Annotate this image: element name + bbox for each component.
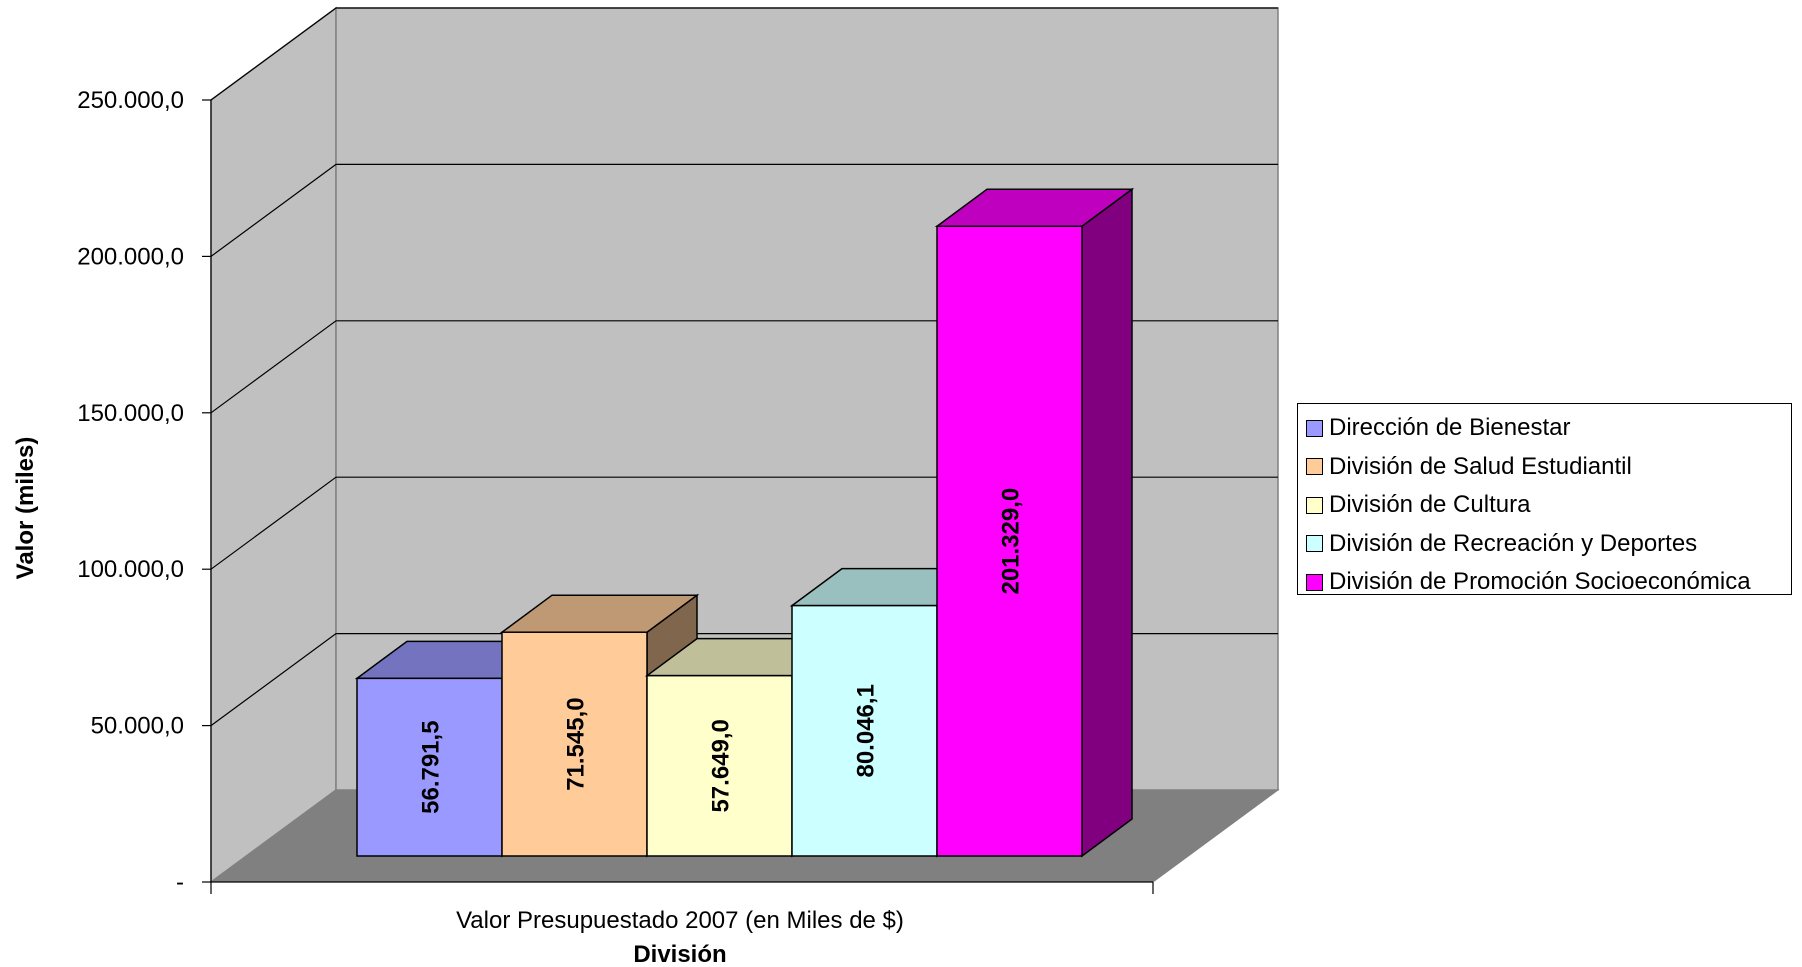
y-tick-label: 50.000,0: [91, 713, 184, 740]
legend-swatch: [1306, 573, 1323, 591]
legend-item: División de Cultura: [1306, 486, 1791, 525]
side-wall: [210, 6, 337, 884]
bar: 201.329,0: [934, 187, 1135, 858]
y-tick-label: 250.000,0: [77, 87, 184, 114]
y-tick-label: 150.000,0: [77, 400, 184, 427]
axes: [202, 99, 1154, 894]
legend-swatch: [1306, 419, 1323, 437]
legend-item: Dirección de Bienestar: [1306, 409, 1791, 448]
bar-front: [936, 225, 1083, 857]
y-tick-label: 200.000,0: [77, 243, 184, 270]
legend-label: División de Cultura: [1329, 491, 1531, 519]
bar-data-label: 201.329,0: [998, 488, 1025, 595]
bar-data-label: 80.046,1: [853, 684, 880, 777]
gridline: [210, 163, 1278, 257]
bar-front: [646, 674, 793, 857]
bar-front: [791, 604, 938, 857]
legend-swatch: [1306, 535, 1323, 553]
legend-label: Dirección de Bienestar: [1329, 414, 1571, 442]
bar-data-label: 57.649,0: [708, 719, 735, 812]
bar-side: [1081, 187, 1133, 858]
legend-item: División de Promoción Socioeconómica: [1306, 563, 1791, 602]
legend-label: División de Promoción Socioeconómica: [1329, 568, 1751, 596]
y-tick-labels: - 50.000,0 100.000,0 150.000,0 200.000,0 250.…: [77, 87, 184, 896]
legend-swatch: [1306, 458, 1323, 476]
bar-front: [501, 631, 648, 857]
legend-swatch: [1306, 496, 1323, 514]
y-tick-label: -: [176, 869, 184, 896]
legend: Dirección de Bienestar División de Salud …: [1297, 403, 1792, 595]
y-tick-label: 100.000,0: [77, 556, 184, 583]
legend-label: División de Salud Estudiantil: [1329, 452, 1632, 480]
gridline: [210, 7, 1278, 101]
x-axis-title: División: [633, 941, 726, 967]
bars: 56.791,5 71.545,0 57.649,0 80.046,1 201.329,…: [354, 187, 1135, 858]
x-category-label: Valor Presupuestado 2007 (en Miles de $): [456, 907, 904, 934]
legend-item: División de Recreación y Deportes: [1306, 525, 1791, 564]
bar-data-label: 56.791,5: [418, 720, 445, 813]
bar-data-label: 71.545,0: [563, 697, 590, 790]
legend-label: División de Recreación y Deportes: [1329, 529, 1698, 557]
legend-item: División de Salud Estudiantil: [1306, 448, 1791, 487]
y-axis-title: Valor (miles): [12, 437, 39, 580]
